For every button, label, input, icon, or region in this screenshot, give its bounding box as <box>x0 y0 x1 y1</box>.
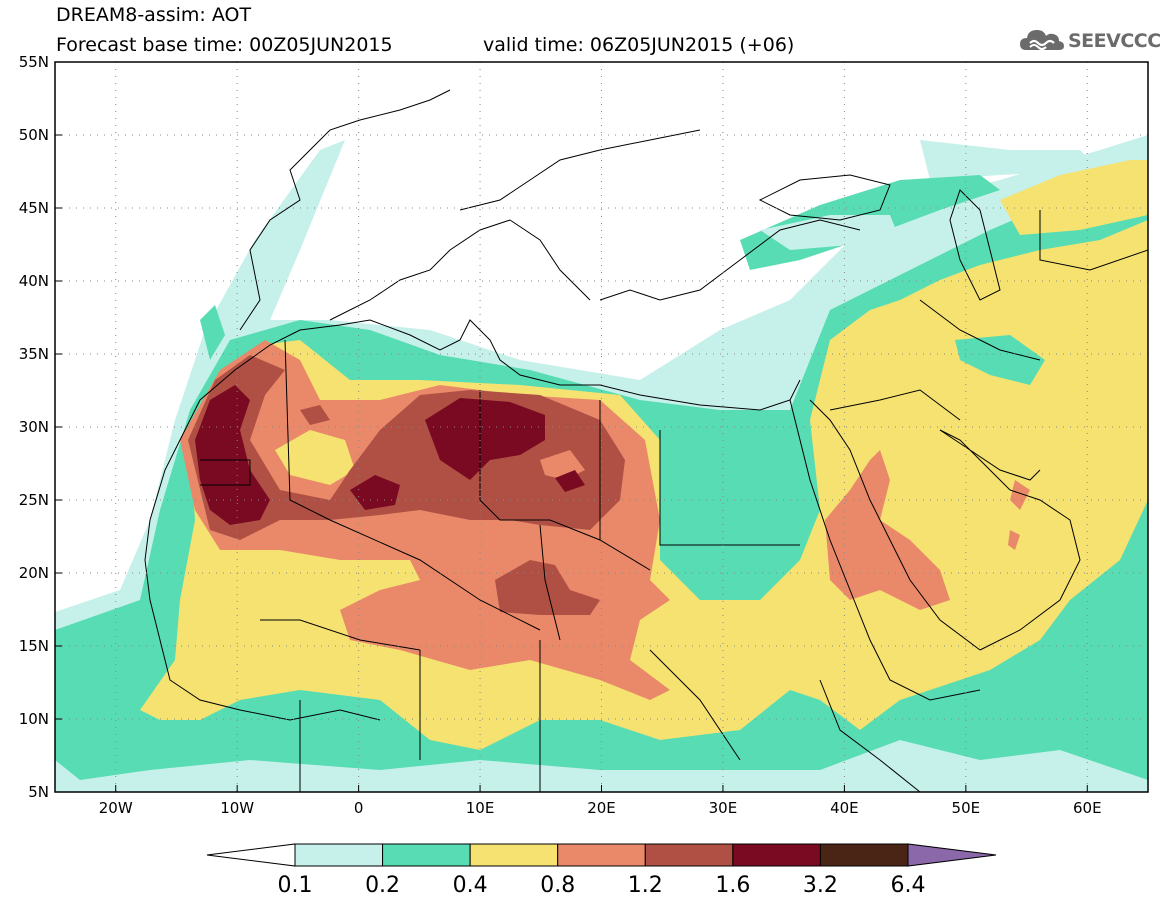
colorbar-box <box>382 843 471 867</box>
colorbar: 0.1 0.2 0.4 0.8 1.2 1.6 3.2 6.4 <box>206 843 997 898</box>
coastlines <box>144 89 1148 792</box>
colorbar-label: 1.6 <box>715 873 750 898</box>
colorbar-label: 0.4 <box>453 873 488 898</box>
aot-level-1.2 <box>188 355 625 615</box>
lat-tick-label: 25N <box>19 491 49 509</box>
lon-tick-label: 10W <box>220 799 254 817</box>
lat-tick-label: 30N <box>19 418 49 436</box>
logo: SEEVCCC <box>1018 24 1161 56</box>
lat-axis: 55N 50N 45N 40N 35N 30N 25N 20N 15N 10N 5N <box>19 53 62 801</box>
aot-level-0.2-inner <box>955 335 1045 385</box>
aot-level-0.1-inner <box>760 215 900 250</box>
lat-tick-label: 50N <box>19 126 49 144</box>
lon-tick-label: 0 <box>354 799 364 817</box>
colorbar-label: 3.2 <box>803 873 838 898</box>
lat-tick-label: 5N <box>28 783 49 801</box>
lat-tick-label: 15N <box>19 637 49 655</box>
lon-tick-label: 50E <box>952 799 981 817</box>
lat-tick-label: 20N <box>19 564 49 582</box>
colorbar-under-arrow <box>206 843 296 867</box>
lon-axis: 20W 10W 0 10E 20E 30E 40E 50E 60E <box>99 785 1102 817</box>
lon-tick-label: 20W <box>99 799 133 817</box>
colorbar-label: 0.8 <box>540 873 575 898</box>
colorbar-label: 1.2 <box>628 873 663 898</box>
lat-tick-label: 45N <box>19 199 49 217</box>
colorbar-box <box>819 843 909 867</box>
lon-tick-label: 30E <box>709 799 738 817</box>
colorbar-box <box>469 843 559 867</box>
lon-tick-label: 60E <box>1073 799 1102 817</box>
cloud-icon <box>1020 30 1064 50</box>
map-title: DREAM8-assim: AOT <box>56 4 252 26</box>
colorbar-label: 6.4 <box>891 873 926 898</box>
aot-level-1.6 <box>195 385 585 525</box>
colorbar-box <box>557 843 646 867</box>
forecast-base-time: Forecast base time: 00Z05JUN2015 <box>56 34 393 56</box>
lat-tick-label: 55N <box>19 53 49 71</box>
colorbar-over-arrow <box>907 843 997 867</box>
colorbar-label: 0.2 <box>365 873 400 898</box>
colorbar-box <box>732 843 821 867</box>
logo-text: SEEVCCC <box>1068 30 1161 52</box>
aot-level-0.4-hole <box>275 430 355 485</box>
lat-tick-label: 35N <box>19 345 49 363</box>
lon-tick-label: 40E <box>830 799 859 817</box>
lon-tick-label: 20E <box>587 799 616 817</box>
valid-time: valid time: 06Z05JUN2015 (+06) <box>483 34 795 56</box>
colorbar-label: 0.1 <box>278 873 313 898</box>
colorbar-box <box>644 843 734 867</box>
lat-tick-label: 40N <box>19 272 49 290</box>
lon-tick-label: 10E <box>466 799 495 817</box>
colorbar-box <box>294 843 384 867</box>
lat-tick-label: 10N <box>19 710 49 728</box>
